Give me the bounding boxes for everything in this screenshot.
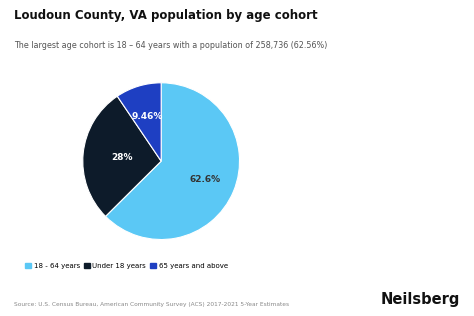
Text: Loudoun County, VA population by age cohort: Loudoun County, VA population by age coh… — [14, 9, 318, 22]
Text: The largest age cohort is 18 – 64 years with a population of 258,736 (62.56%): The largest age cohort is 18 – 64 years … — [14, 41, 328, 50]
Wedge shape — [106, 83, 239, 240]
Wedge shape — [117, 83, 161, 161]
Text: 28%: 28% — [111, 153, 133, 162]
Text: Neilsberg: Neilsberg — [381, 292, 460, 307]
Text: Source: U.S. Census Bureau, American Community Survey (ACS) 2017-2021 5-Year Est: Source: U.S. Census Bureau, American Com… — [14, 301, 289, 307]
Wedge shape — [83, 96, 161, 216]
Legend: 18 - 64 years, Under 18 years, 65 years and above: 18 - 64 years, Under 18 years, 65 years … — [22, 260, 230, 271]
Text: 62.6%: 62.6% — [189, 175, 220, 184]
Text: 9.46%: 9.46% — [132, 112, 163, 121]
